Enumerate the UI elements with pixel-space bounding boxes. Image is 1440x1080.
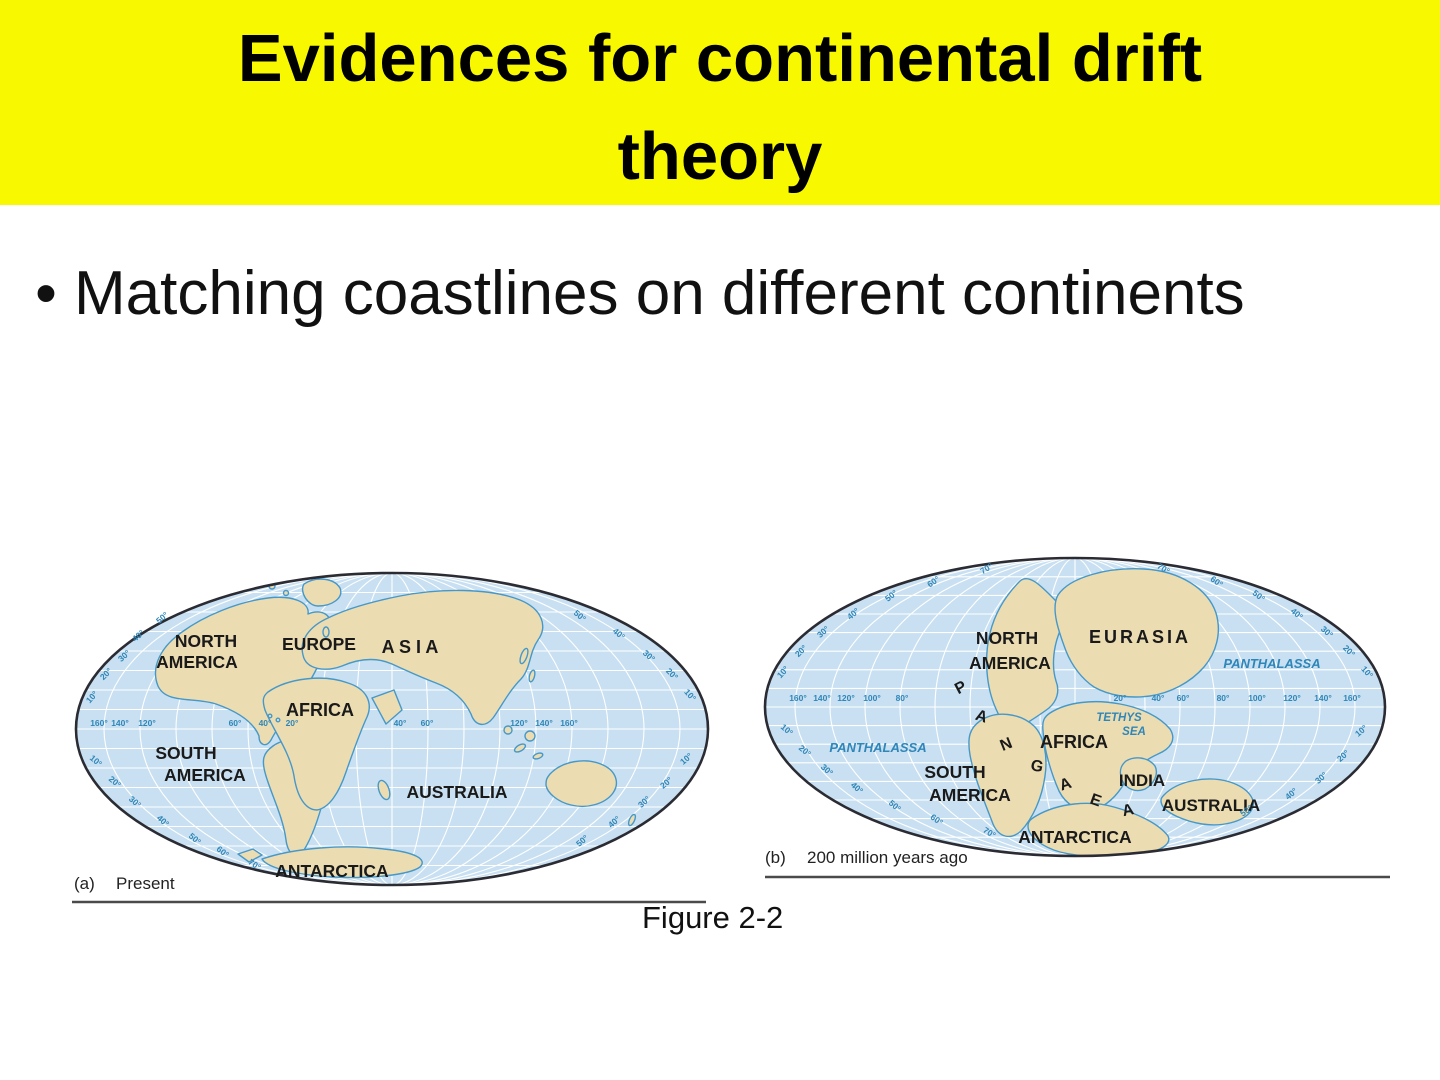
lon-tick-label: 20°	[1114, 693, 1127, 703]
new-zealand-shape	[627, 813, 637, 827]
british-isles-shape	[322, 626, 330, 638]
lon-tick-label: 60°	[421, 718, 434, 728]
lon-tick-label: 100°	[1248, 693, 1266, 703]
australia-pangaea-shape	[1160, 778, 1254, 826]
greenland-shape	[301, 578, 342, 607]
south-america-pangaea-shape	[968, 713, 1047, 838]
se-asia-island	[513, 743, 527, 753]
australia-label: AUSTRALIA	[406, 782, 507, 802]
pangaea-letter: A	[1057, 775, 1074, 795]
map-a-continents	[154, 578, 642, 879]
antarctica-label: ANTARCTICA	[275, 861, 389, 881]
borneo-shape	[524, 730, 536, 742]
lon-tick-label: 20°	[286, 718, 299, 728]
caribbean-island	[267, 713, 273, 719]
se-asia-island	[503, 725, 513, 735]
north-america-label: AMERICA	[969, 653, 1051, 673]
lon-tick-label: 160°	[1343, 693, 1361, 703]
lon-tick-label: 40°	[259, 718, 272, 728]
africa-label: AFRICA	[1040, 732, 1108, 752]
tethys-sea-label: TETHYS	[1096, 712, 1142, 724]
lon-tick-label: 120°	[1283, 693, 1301, 703]
map-b-continents	[968, 568, 1254, 856]
lon-tick-label: 140°	[1314, 693, 1332, 703]
madagascar-shape	[377, 779, 391, 801]
arctic-island	[282, 589, 290, 597]
map-a-caption-index: (a)	[74, 874, 95, 893]
slide-title-line2: theory	[617, 119, 823, 194]
antarctica-shape	[261, 846, 423, 879]
map-b-labels: NORTH AMERICA EURASIA AFRICA SOUTH AMERI…	[924, 627, 1260, 847]
australia-shape	[545, 760, 618, 808]
south-america-label: SOUTH	[155, 743, 216, 763]
panthalassa-right-label: PANTHALASSA	[1223, 656, 1320, 671]
north-america-label: AMERICA	[156, 652, 238, 672]
bullet-marker: •	[35, 259, 57, 328]
eurasia-label: EURASIA	[1089, 627, 1191, 647]
new-guinea-shape	[532, 752, 544, 760]
asia-label: A S I A	[382, 637, 439, 657]
south-america-label: SOUTH	[924, 762, 985, 782]
south-america-label: AMERICA	[929, 785, 1011, 805]
japan-shape	[519, 647, 529, 665]
lon-tick-label: 100°	[863, 693, 881, 703]
australia-label: AUSTRALIA	[1162, 796, 1260, 815]
antarctica-label: ANTARCTICA	[1018, 827, 1132, 847]
japan-shape	[528, 669, 536, 683]
europe-label: EUROPE	[282, 634, 356, 654]
map-a-caption-label: Present	[116, 874, 175, 893]
lon-tick-label: 40°	[1152, 693, 1165, 703]
map-a-labels: NORTH AMERICA EUROPE A S I A AFRICA SOUT…	[155, 631, 508, 881]
map-b-caption-label: 200 million years ago	[807, 848, 968, 867]
bullet-item: • Matching coastlines on different conti…	[18, 244, 1348, 344]
lon-tick-label: 80°	[896, 693, 909, 703]
pangaea-letter: G	[1029, 757, 1045, 776]
lon-tick-label: 140°	[111, 718, 129, 728]
figure-caption: Figure 2-2	[642, 900, 784, 935]
caribbean-island	[275, 717, 281, 723]
bullet-text: Matching coastlines on different contine…	[74, 259, 1245, 328]
lon-tick-label: 160°	[789, 693, 807, 703]
pangaea-letter: A	[1121, 801, 1136, 820]
south-america-label: AMERICA	[164, 765, 246, 785]
pangaea-letter: A	[973, 707, 990, 727]
lon-tick-label: 120°	[510, 718, 528, 728]
lon-tick-label: 120°	[837, 693, 855, 703]
lon-tick-label: 140°	[535, 718, 553, 728]
tethys-sea-label: SEA	[1122, 726, 1146, 738]
arabia-shape	[371, 689, 403, 725]
eurasia-pangaea-shape	[1054, 568, 1220, 698]
antarctica-west-shape	[237, 848, 263, 863]
north-america-label: NORTH	[175, 631, 237, 651]
title-banner: Evidences for continental drift theory	[0, 0, 1440, 205]
map-a-lon-ticks: 160° 140° 120° 60° 40° 20° 40° 60° 120° …	[90, 718, 578, 728]
lon-tick-label: 80°	[1217, 693, 1230, 703]
lon-tick-label: 40°	[394, 718, 407, 728]
map-b-caption-index: (b)	[765, 848, 786, 867]
lon-tick-label: 60°	[229, 718, 242, 728]
map-a-outline	[74, 571, 710, 887]
map-b-outline	[763, 556, 1387, 858]
lon-tick-label: 160°	[90, 718, 108, 728]
map-pangaea-figure: NORTH AMERICA EURASIA AFRICA SOUTH AMERI…	[763, 556, 1390, 879]
india-pangaea-shape	[1119, 757, 1158, 792]
africa-label: AFRICA	[286, 700, 354, 720]
lon-tick-label: 120°	[138, 718, 156, 728]
map-present-figure: NORTH AMERICA EUROPE A S I A AFRICA SOUT…	[72, 571, 710, 904]
lon-tick-label: 140°	[813, 693, 831, 703]
india-label: INDIA	[1119, 771, 1165, 790]
lon-tick-label: 160°	[560, 718, 578, 728]
slide-title-line1: Evidences for continental drift	[237, 21, 1203, 96]
north-america-label: NORTH	[976, 628, 1038, 648]
eurasia-shape	[301, 589, 544, 725]
map-b-ocean-labels: PANTHALASSA PANTHALASSA TETHYS SEA	[829, 656, 1320, 755]
lon-tick-label: 60°	[1177, 693, 1190, 703]
map-b-lon-ticks: 160° 140° 120° 100° 80° 20° 40° 60° 80° …	[789, 693, 1361, 703]
panthalassa-left-label: PANTHALASSA	[829, 740, 926, 755]
